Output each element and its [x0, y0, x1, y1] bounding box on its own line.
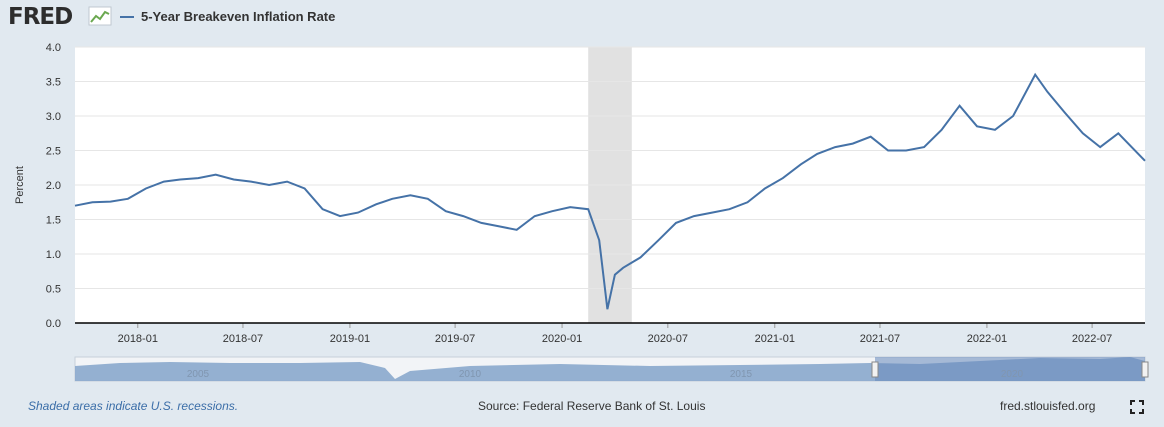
x-tick-label: 2018-07 — [223, 333, 263, 345]
y-tick-label: 1.5 — [46, 215, 61, 227]
source-text: Source: Federal Reserve Bank of St. Loui… — [478, 399, 706, 413]
legend-swatch — [120, 15, 134, 18]
x-tick-label: 2019-01 — [330, 333, 370, 345]
navigator-year-label: 2020 — [1001, 369, 1024, 380]
y-tick-label: 0.0 — [46, 318, 61, 330]
x-tick-label: 2020-07 — [648, 333, 688, 345]
x-axis: 2018-01 2018-07 2019-01 2019-07 2020-01 2020-… — [118, 323, 1112, 345]
legend-label: 5-Year Breakeven Inflation Rate — [141, 9, 336, 24]
fred-graph-icon — [88, 6, 112, 26]
x-tick-label: 2021-07 — [860, 333, 900, 345]
recession-note: Shaded areas indicate U.S. recessions. — [28, 399, 239, 413]
x-tick-label: 2020-01 — [542, 333, 582, 345]
chart-header: FRED 5-Year Breakeven Inflation Rate — [0, 0, 1164, 36]
x-tick-label: 2022-01 — [967, 333, 1007, 345]
x-tick-label: 2019-07 — [435, 333, 475, 345]
navigator-labels: 2005 2010 2015 2020 — [187, 369, 1024, 380]
y-tick-label: 4.0 — [46, 42, 61, 54]
navigator-year-label: 2015 — [730, 369, 753, 380]
navigator-year-label: 2005 — [187, 369, 210, 380]
fullscreen-icon[interactable] — [1130, 400, 1144, 414]
chart-legend[interactable]: 5-Year Breakeven Inflation Rate — [120, 9, 335, 24]
navigator[interactable]: 2005 2010 2015 2020 — [74, 356, 1149, 382]
y-tick-label: 3.5 — [46, 77, 61, 89]
y-axis: 0.0 0.5 1.0 1.5 2.0 2.5 3.0 3.5 4.0 — [46, 42, 61, 330]
x-tick-label: 2021-01 — [755, 333, 795, 345]
navigator-left-handle[interactable] — [871, 361, 879, 378]
navigator-year-label: 2010 — [459, 369, 482, 380]
y-tick-label: 3.0 — [46, 111, 61, 123]
y-tick-label: 2.0 — [46, 180, 61, 192]
grid-layer — [75, 46, 1145, 324]
x-tick-label: 2022-07 — [1072, 333, 1112, 345]
y-tick-label: 1.0 — [46, 249, 61, 261]
navigator-right-handle[interactable] — [1141, 361, 1149, 378]
series-line[interactable] — [74, 72, 1146, 310]
fred-logo[interactable]: FRED — [8, 4, 73, 30]
navigator-selection[interactable] — [875, 357, 1145, 381]
line-chart[interactable]: 0.00.51.01.52.02.53.03.54.0 2018-01 2018-… — [0, 0, 1164, 390]
x-tick-label: 2018-01 — [118, 333, 158, 345]
y-tick-label: 0.5 — [46, 284, 61, 296]
y-tick-label: 2.5 — [46, 146, 61, 158]
y-axis-label: Percent — [14, 166, 26, 204]
site-link[interactable]: fred.stlouisfed.org — [1000, 399, 1096, 413]
